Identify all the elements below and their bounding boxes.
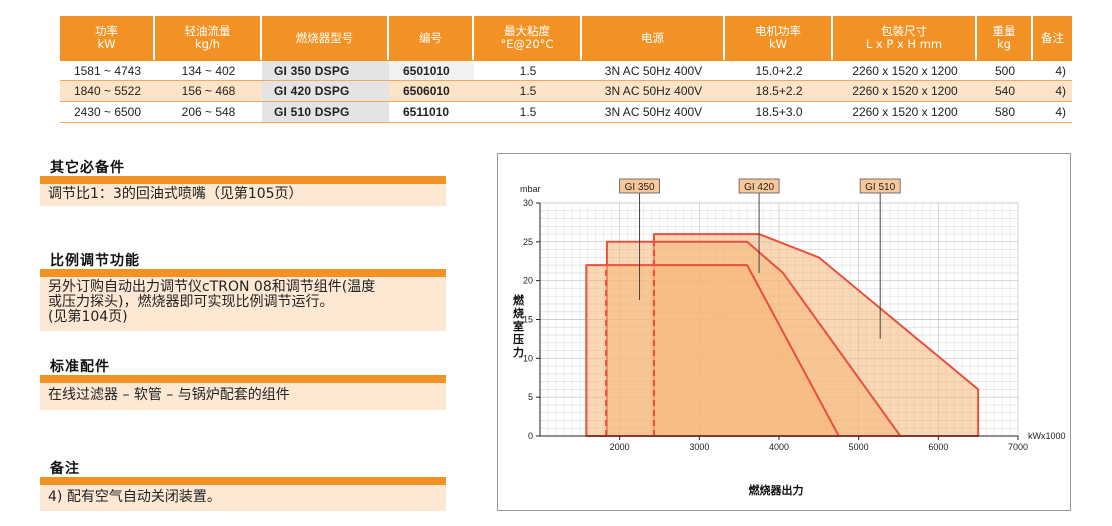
section-bar xyxy=(40,375,446,383)
y-tick-label: 30 xyxy=(523,198,533,208)
col-header-viscosity: 最大粘度 °E@20°C xyxy=(474,16,582,60)
table-row: 2430 ~ 6500 206 ~ 548 GI 510 DSPG 651101… xyxy=(60,102,1072,123)
col-header-weight: 重量 kg xyxy=(977,16,1033,60)
cell-code: 6501010 xyxy=(389,60,474,81)
section-box-modulation: 另外订购自动出力调节仪cTRON 08和调节组件(温度 或压力探头)，燃烧器即可… xyxy=(40,277,446,331)
cell-power-supply: 3N AC 50Hz 400V xyxy=(582,81,725,102)
section-box-accessories: 调节比1：3的回油式喷嘴（见第105页） xyxy=(40,184,446,206)
section-text-modulation-line3: (见第104页) xyxy=(48,309,128,325)
section-text-modulation-line1: 另外订购自动出力调节仪cTRON 08和调节组件(温度 xyxy=(48,279,376,295)
cell-weight: 540 xyxy=(977,81,1033,102)
cell-model: GI 510 DSPG xyxy=(262,102,389,123)
working-range-chart: 0 5 10 15 20 25 30 2000 3000 4000 5000 6000 7000 GI … xyxy=(512,178,1066,497)
cell-oil-flow: 156 ~ 468 xyxy=(155,81,262,102)
cell-weight: 500 xyxy=(977,60,1033,81)
y-tick-label: 15 xyxy=(523,315,533,325)
y-tick-label: 20 xyxy=(523,276,533,286)
cell-viscosity: 1.5 xyxy=(474,60,582,81)
y-tick-label: 25 xyxy=(523,237,533,247)
cell-viscosity: 1.5 xyxy=(474,102,582,123)
cell-oil-flow: 134 ~ 402 xyxy=(155,60,262,81)
cell-power: 1840 ~ 5522 xyxy=(60,81,155,102)
x-unit-label: kWx1000 xyxy=(1028,431,1066,441)
col-header-power: 功率 kW xyxy=(60,16,155,60)
cell-viscosity: 1.5 xyxy=(474,81,582,102)
cell-model: GI 420 DSPG xyxy=(262,81,389,102)
section-title-standard: 标准配件 xyxy=(50,359,110,375)
x-tick-label: 2000 xyxy=(610,442,630,452)
x-tick-label: 5000 xyxy=(849,442,869,452)
section-text-accessories: 调节比1：3的回油式喷嘴（见第105页） xyxy=(48,186,303,202)
table-row: 1840 ~ 5522 156 ~ 468 GI 420 DSPG 650601… xyxy=(60,81,1072,102)
y-tick-label: 5 xyxy=(528,392,533,402)
section-box-notes: 4) 配有空气自动关闭装置。 xyxy=(40,485,446,511)
cell-power-supply: 3N AC 50Hz 400V xyxy=(582,60,725,81)
cell-power: 1581 ~ 4743 xyxy=(60,60,155,81)
cell-power: 2430 ~ 6500 xyxy=(60,102,155,123)
col-header-motor-power: 电机功率 kW xyxy=(725,16,833,60)
section-title-accessories: 其它必备件 xyxy=(50,160,125,176)
section-bar xyxy=(40,477,446,485)
cell-code: 6511010 xyxy=(389,102,474,123)
cell-notes: 4) xyxy=(1033,60,1072,81)
x-tick-label: 3000 xyxy=(689,442,709,452)
col-header-oil-flow: 轻油流量 kg/h xyxy=(155,16,262,60)
section-text-modulation-line2: 或压力探头)，燃烧器即可实现比例调节运行。 xyxy=(48,294,334,310)
x-tick-label: 6000 xyxy=(928,442,948,452)
y-tick-label: 0 xyxy=(528,431,533,441)
cell-package-size: 2260 x 1520 x 1200 xyxy=(833,60,977,81)
cell-motor-power: 18.5+2.2 xyxy=(725,81,833,102)
cell-power-supply: 3N AC 50Hz 400V xyxy=(582,102,725,123)
col-header-package-size: 包装尺寸 L x P x H mm xyxy=(833,16,977,60)
col-header-model: 燃烧器型号 xyxy=(262,16,389,60)
callout-label: GI 350 xyxy=(625,182,655,193)
col-header-power-supply: 电源 xyxy=(582,16,725,60)
cell-package-size: 2260 x 1520 x 1200 xyxy=(833,81,977,102)
cell-package-size: 2260 x 1520 x 1200 xyxy=(833,102,977,123)
spec-table: 功率 kW 轻油流量 kg/h 燃烧器型号 编号 最大粘度 °E@20°C 电源 电机… xyxy=(60,16,1072,123)
cell-model: GI 350 DSPG xyxy=(262,60,389,81)
section-title-modulation: 比例调节功能 xyxy=(50,253,140,269)
x-tick-label: 7000 xyxy=(1008,442,1028,452)
col-header-code: 编号 xyxy=(389,16,474,60)
y-unit-label: mbar xyxy=(520,184,541,194)
y-tick-label: 10 xyxy=(523,353,533,363)
cell-weight: 580 xyxy=(977,102,1033,123)
col-header-notes: 备注 xyxy=(1033,16,1072,60)
chart-frame: 0 5 10 15 20 25 30 2000 3000 4000 5000 6000 7000 GI … xyxy=(497,153,1071,511)
y-axis-title: 燃烧室压力 xyxy=(512,293,525,359)
section-bar xyxy=(40,269,446,277)
section-text-standard: 在线过滤器 – 软管 – 与锅炉配套的组件 xyxy=(48,387,290,403)
section-box-standard: 在线过滤器 – 软管 – 与锅炉配套的组件 xyxy=(40,383,446,410)
x-tick-label: 4000 xyxy=(769,442,789,452)
cell-motor-power: 18.5+3.0 xyxy=(725,102,833,123)
cell-oil-flow: 206 ~ 548 xyxy=(155,102,262,123)
x-axis-title: 燃烧器出力 xyxy=(748,483,804,497)
cell-notes: 4) xyxy=(1033,102,1072,123)
table-row: 1581 ~ 4743 134 ~ 402 GI 350 DSPG 650101… xyxy=(60,60,1072,81)
callout-label: GI 510 xyxy=(865,182,895,193)
section-title-notes: 备注 xyxy=(50,461,80,477)
cell-code: 6506010 xyxy=(389,81,474,102)
callout-label: GI 420 xyxy=(744,182,774,193)
section-text-notes: 4) 配有空气自动关闭装置。 xyxy=(48,489,221,505)
table-header-row: 功率 kW 轻油流量 kg/h 燃烧器型号 编号 最大粘度 °E@20°C 电源 电机… xyxy=(60,16,1072,60)
cell-notes: 4) xyxy=(1033,81,1072,102)
section-bar xyxy=(40,176,446,184)
cell-motor-power: 15.0+2.2 xyxy=(725,60,833,81)
